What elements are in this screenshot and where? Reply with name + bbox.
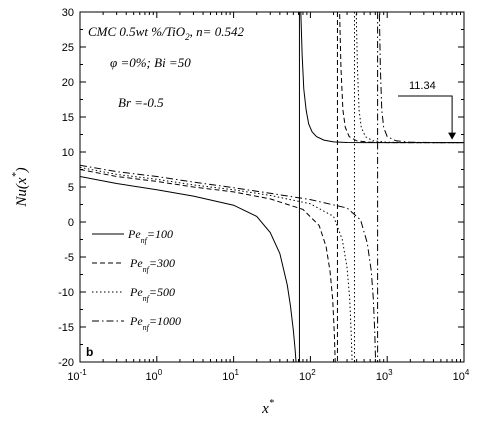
x-tick-label: 102	[299, 368, 316, 383]
y-tick-label: 25	[62, 42, 74, 54]
y-tick-label: -15	[58, 322, 74, 334]
y-axis-title: Nu(x*)	[11, 167, 30, 207]
y-tick-label: -20	[58, 357, 74, 369]
x-tick-label: 100	[145, 368, 162, 383]
y-tick-label: 20	[62, 77, 74, 89]
legend-label-0: Penf=100	[127, 227, 173, 245]
series-line-left-2	[80, 166, 353, 362]
y-tick-label: -10	[58, 287, 74, 299]
x-axis-title: x*	[261, 398, 274, 417]
x-tick-label: 101	[222, 368, 239, 383]
y-tick-label: 10	[62, 147, 74, 159]
series-line-right-1	[339, 12, 464, 144]
series-layer	[80, 12, 464, 362]
x-tick-label: 104	[453, 368, 470, 383]
annotation-br: Br =-0.5	[118, 95, 164, 110]
legend-label-2: Penf=500	[129, 285, 175, 303]
series-line-right-2	[355, 12, 464, 144]
legend: Penf=100 Penf=300 Penf=500 Penf=1000	[92, 227, 181, 332]
y-tick-label: 5	[68, 182, 74, 194]
annotation-phi-bi: φ =0%; Bi =50	[110, 55, 191, 70]
singularity-lines	[298, 12, 379, 362]
series-line-right-3	[378, 12, 464, 144]
series-line-left-1	[80, 169, 336, 362]
y-tick-label: -5	[64, 252, 74, 264]
legend-label-3: Penf=1000	[129, 314, 181, 332]
panel-label: b	[86, 345, 93, 359]
y-tick-label: 0	[68, 217, 74, 229]
callout-value: 11.34	[409, 80, 436, 92]
asymptote-callout: 11.34	[398, 80, 457, 140]
y-tick-label: 15	[62, 112, 74, 124]
legend-label-1: Penf=300	[129, 256, 175, 274]
axis-ticks: 10-1 100 101 102 103 104 -20 -15 -10 -5 0 5 10 15 20 25…	[58, 7, 470, 383]
series-line-right-0	[300, 12, 464, 144]
series-line-left-0	[80, 176, 297, 362]
annotation-material: CMC 0.5wt %/TiO2, n= 0.542	[88, 24, 244, 42]
x-tick-label: 103	[376, 368, 393, 383]
x-tick-label: 10-1	[67, 368, 87, 383]
y-tick-label: 30	[62, 7, 74, 19]
callout-arrow	[398, 95, 457, 140]
series-line-left-3	[80, 164, 377, 362]
